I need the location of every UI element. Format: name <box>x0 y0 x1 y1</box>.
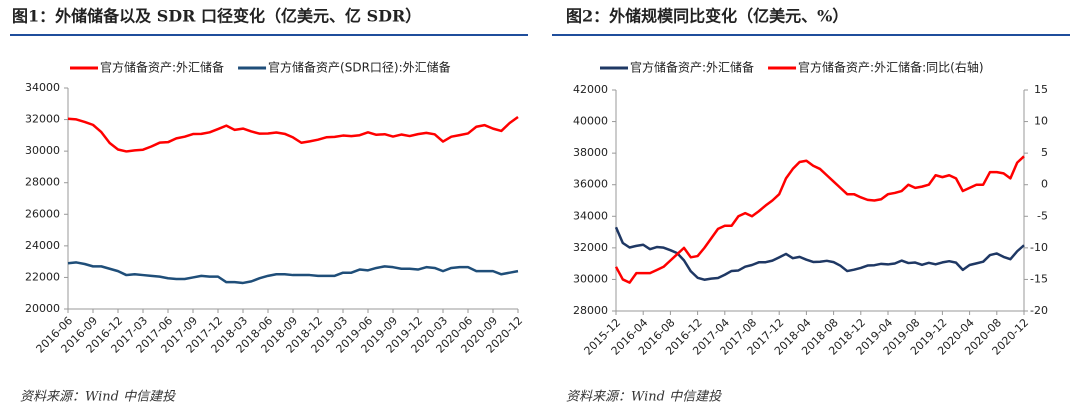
y-tick-label: 40000 <box>573 115 608 128</box>
series-line <box>614 226 1025 281</box>
y2-tick-label: -5 <box>1037 209 1048 222</box>
y-tick-label: 34000 <box>573 209 608 222</box>
source: 资料来源：Wind 中信建投 <box>20 390 176 405</box>
y2-tick-label: 0 <box>1041 178 1048 191</box>
y2-tick-label: 5 <box>1041 146 1048 159</box>
y-tick-label: 20000 <box>25 302 60 315</box>
legend-label: 官方储备资产:外汇储备 <box>100 60 224 75</box>
y-tick-label: 24000 <box>25 239 60 252</box>
y-tick-label: 26000 <box>25 207 60 220</box>
legend-label: 官方储备资产:外汇储备:同比(右轴) <box>798 60 983 75</box>
y-tick-label: 34000 <box>25 81 60 94</box>
y-tick-label: 28000 <box>25 176 60 189</box>
y-tick-label: 22000 <box>25 270 60 283</box>
series-line <box>614 155 1025 284</box>
y-tick-label: 32000 <box>573 241 608 254</box>
legend-label: 官方储备资产:外汇储备 <box>630 60 754 75</box>
y-tick-label: 30000 <box>573 272 608 285</box>
y2-tick-label: -10 <box>1030 241 1048 254</box>
legend-label: 官方储备资产(SDR口径):外汇储备 <box>268 60 451 75</box>
series-line <box>67 115 519 153</box>
y-tick-label: 30000 <box>25 144 60 157</box>
y2-tick-label: 10 <box>1034 115 1048 128</box>
y-tick-label: 38000 <box>573 146 608 159</box>
y-tick-label: 42000 <box>573 83 608 96</box>
source: 资料来源：Wind 中信建投 <box>566 390 722 405</box>
chart-title: 图1：外储储备以及 SDR 口径变化（亿美元、亿 SDR） <box>12 7 421 26</box>
y-tick-label: 36000 <box>573 178 608 191</box>
y2-tick-label: 15 <box>1034 83 1048 96</box>
y-tick-label: 28000 <box>573 304 608 317</box>
y2-tick-label: -20 <box>1030 304 1048 317</box>
series-line <box>67 261 519 285</box>
y-tick-label: 32000 <box>25 113 60 126</box>
y2-tick-label: -15 <box>1030 272 1048 285</box>
chart-title: 图2：外储规模同比变化（亿美元、%） <box>566 7 848 26</box>
